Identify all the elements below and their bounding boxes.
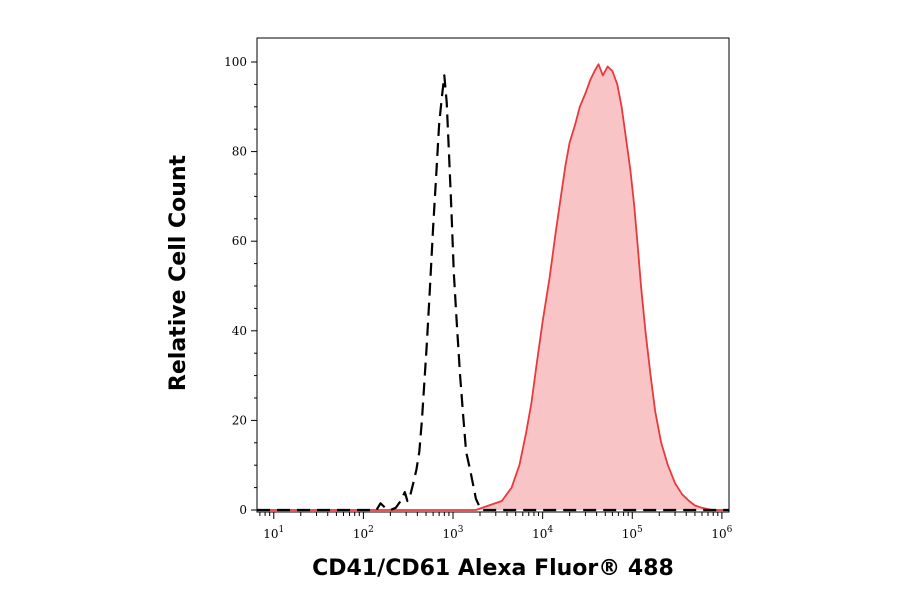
x-axis-ticks: 101 102 103 104 105 106 <box>259 512 733 541</box>
y-axis-ticks: 0 20 40 60 80 100 <box>224 55 257 517</box>
x-tick-label: 105 <box>622 525 643 541</box>
y-tick-label: 60 <box>232 234 247 248</box>
y-tick-label: 40 <box>232 324 247 338</box>
data-layer <box>257 63 729 512</box>
y-tick-label: 20 <box>232 413 247 427</box>
plot-frame <box>256 37 730 513</box>
x-tick-label: 102 <box>353 525 374 541</box>
x-tick-label: 104 <box>532 525 553 541</box>
series-0-line <box>257 74 729 512</box>
x-tick-label: 106 <box>711 525 732 541</box>
y-tick-label: 0 <box>239 503 247 517</box>
x-tick-label: 103 <box>443 525 464 541</box>
series-1-line <box>257 63 729 511</box>
y-axis-title: Relative Cell Count <box>166 154 191 391</box>
x-tick-label: 101 <box>263 525 284 541</box>
y-tick-label: 80 <box>232 145 247 159</box>
series-1-area <box>257 64 729 510</box>
x-axis-title: CD41/CD61 Alexa Fluor® 488 <box>312 556 674 581</box>
y-tick-label: 100 <box>224 55 247 69</box>
